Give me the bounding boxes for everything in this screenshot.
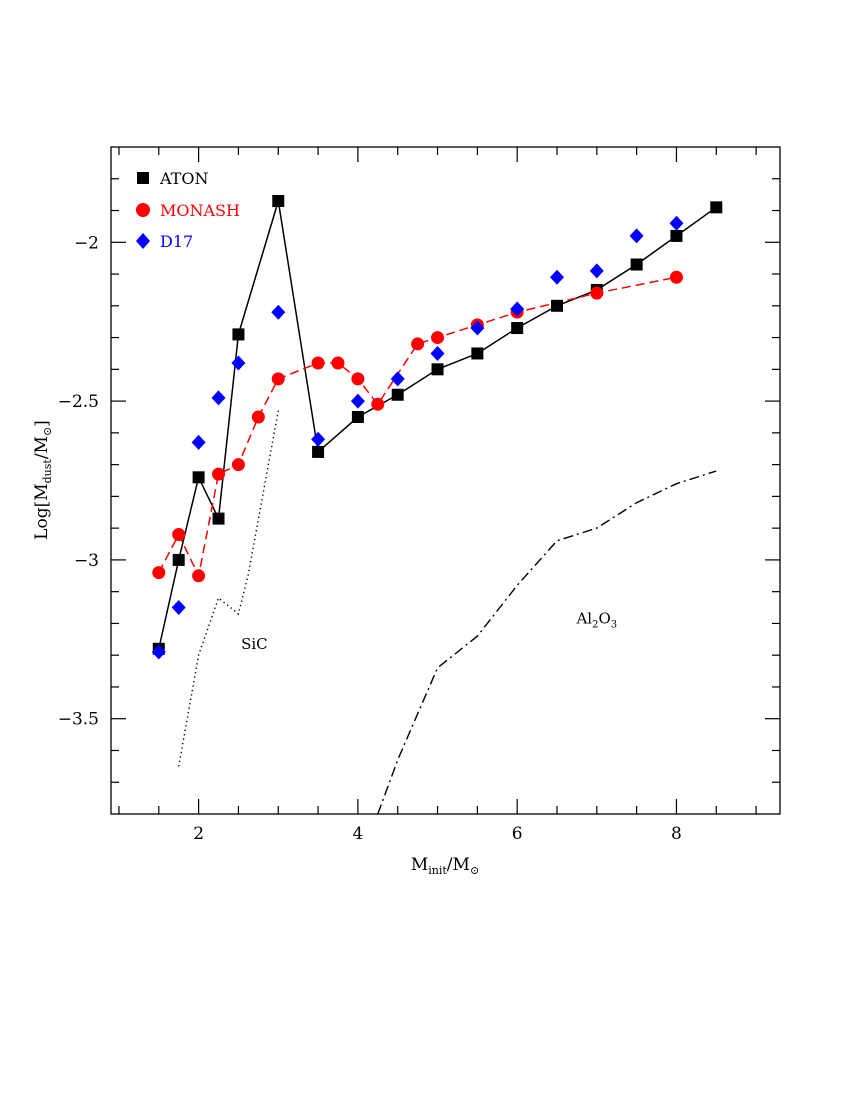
data-point-monash [152, 566, 166, 580]
data-point-aton [312, 445, 325, 458]
y-tick-label: −2.5 [58, 392, 99, 412]
data-point-d17 [171, 600, 186, 615]
data-point-d17 [510, 301, 525, 317]
data-point-monash [331, 356, 345, 370]
x-axis-label-sun: ⊙ [470, 864, 479, 877]
y-axis-label-sun: ⊙ [41, 427, 54, 436]
annotation-al2o3-sub2: 3 [611, 619, 617, 630]
data-point-aton [431, 363, 444, 376]
data-point-monash [351, 372, 365, 386]
y-axis-label-sub: dust [41, 459, 54, 484]
x-axis-label-main: M [411, 855, 428, 875]
y-axis-label-pre: Log[M [32, 483, 52, 539]
data-point-aton [630, 258, 643, 271]
data-point-d17 [669, 215, 684, 231]
data-point-monash [251, 410, 265, 424]
axis-tick-labels: 2 4 6 8 −3.5 −3 −2.5 −2 [58, 233, 682, 844]
annotation-sic: SiC [241, 635, 268, 653]
data-point-monash [231, 458, 245, 472]
legend-marker-aton [137, 172, 149, 184]
data-point-aton [351, 410, 364, 423]
data-point-d17 [191, 434, 206, 450]
plot-frame [110, 146, 781, 815]
data-point-aton [670, 229, 683, 242]
data-point-monash [590, 286, 604, 300]
data-point-monash [212, 467, 226, 481]
y-axis-label: Log[Mdust/M⊙] [32, 420, 54, 540]
data-point-d17 [589, 263, 604, 279]
x-tick-label: 4 [352, 824, 363, 844]
y-tick-label: −3.5 [58, 710, 99, 730]
annotation-al2o3-mid: O [598, 609, 610, 627]
data-point-monash [669, 270, 683, 284]
axis-ticks [111, 147, 780, 814]
data-point-aton [212, 512, 225, 525]
series-line-monash [158, 276, 677, 579]
data-point-aton [172, 553, 185, 566]
y-axis-label-rest: /M [32, 436, 52, 459]
data-point-d17 [550, 269, 564, 285]
data-point-aton [192, 471, 205, 484]
data-point-d17 [231, 355, 246, 371]
data-point-d17 [350, 393, 365, 409]
data-point-monash [431, 331, 445, 345]
x-tick-label: 2 [193, 824, 204, 844]
legend-marker-d17 [136, 233, 150, 249]
data-point-aton [710, 201, 723, 214]
data-point-d17 [629, 228, 644, 244]
data-point-monash [271, 372, 285, 386]
data-point-d17 [211, 390, 226, 406]
data-point-monash [192, 569, 206, 583]
annotation-al2o3: Al2O3 [575, 609, 617, 630]
data-point-d17 [151, 644, 166, 660]
y-tick-label: −3 [74, 551, 99, 571]
legend-label-monash: MONASH [160, 201, 240, 220]
curve-al2o3 [377, 470, 717, 814]
x-tick-label: 8 [671, 824, 682, 844]
curve-sic [178, 410, 279, 767]
legend: ATON MONASH D17 [136, 169, 240, 251]
data-point-aton [511, 322, 524, 335]
x-axis-label-sub: init [428, 864, 447, 877]
data-point-monash [371, 397, 385, 411]
x-tick-label: 6 [512, 824, 523, 844]
data-point-aton [391, 388, 404, 401]
x-axis-label: Minit/M⊙ [411, 855, 479, 877]
data-point-monash [172, 527, 186, 541]
legend-label-d17: D17 [160, 232, 193, 251]
data-point-aton [551, 299, 563, 312]
annotation-al2o3-sub1: 2 [592, 619, 598, 630]
data-point-d17 [311, 431, 326, 447]
data-point-d17 [430, 346, 445, 361]
data-point-aton [272, 194, 285, 207]
legend-marker-monash [136, 203, 150, 217]
data-point-aton [232, 328, 245, 341]
data-point-d17 [271, 304, 286, 320]
data-point-d17 [470, 320, 485, 336]
y-axis-label-post: ] [32, 420, 52, 427]
x-axis-label-rest: /M [447, 855, 470, 875]
annotation-al2o3-main: Al [575, 609, 592, 627]
y-tick-label: −2 [74, 233, 99, 253]
plot-data-layer [151, 194, 723, 814]
data-point-aton [471, 347, 484, 360]
data-point-monash [411, 337, 425, 351]
legend-label-aton: ATON [159, 169, 208, 188]
data-point-d17 [390, 371, 405, 387]
data-point-monash [311, 356, 325, 370]
